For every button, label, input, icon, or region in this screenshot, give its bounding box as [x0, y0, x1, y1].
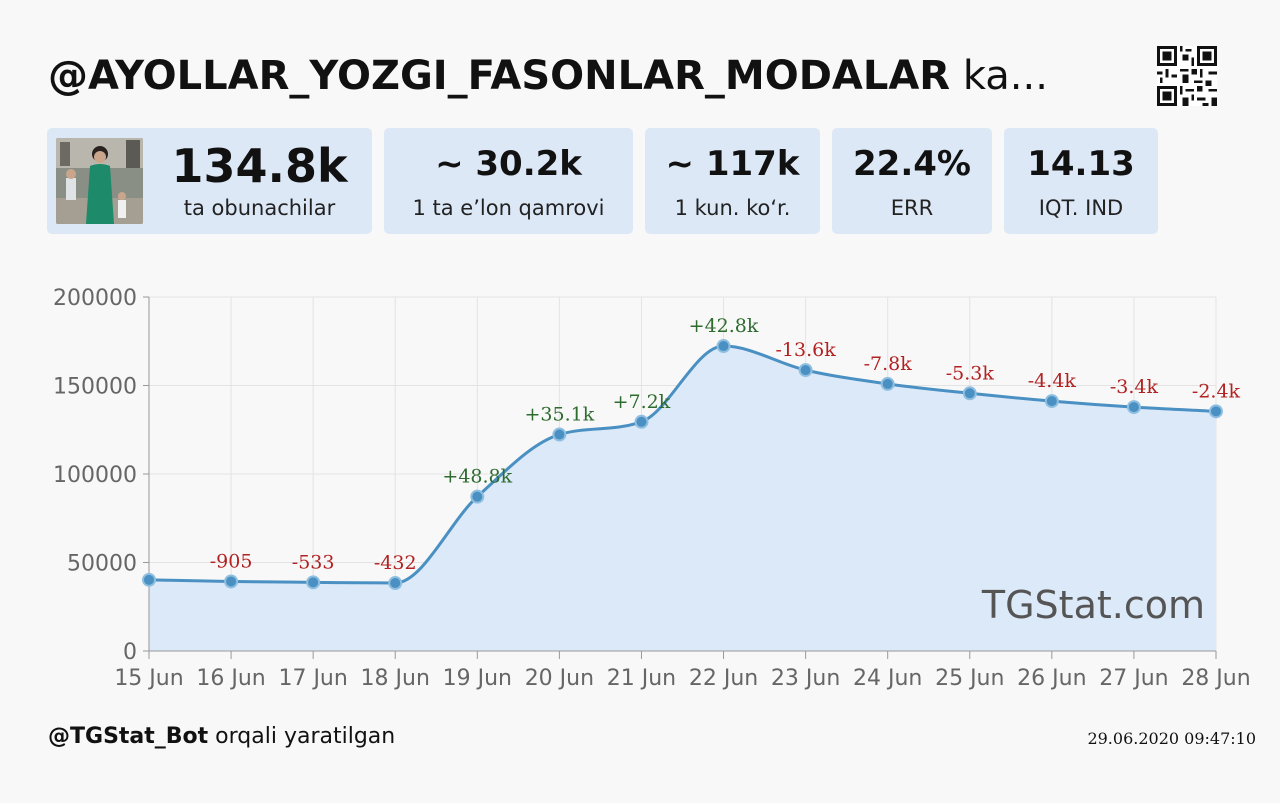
data-point	[634, 414, 649, 429]
data-point	[552, 427, 567, 442]
chart-points	[142, 339, 1223, 591]
footer-timestamp: 29.06.2020 09:47:10	[1087, 729, 1256, 748]
delta-label: -13.6k	[775, 339, 836, 361]
chart-labels: -905 -533 -432 +48.8k +35.1k +7.2k +42.8k -13.6…	[210, 315, 1241, 574]
data-point	[1044, 394, 1059, 409]
stat-label: ERR	[890, 196, 934, 220]
stat-card-subscribers: 134.8k ta obunachilar	[47, 128, 372, 234]
delta-label: +48.8k	[442, 466, 512, 488]
data-point	[470, 489, 485, 504]
delta-label: -533	[292, 551, 335, 573]
x-tick-label: 24 Jun	[853, 666, 922, 691]
stat-label: IQT. IND	[1038, 196, 1124, 220]
x-tick-label: 27 Jun	[1099, 666, 1168, 691]
delta-label: -3.4k	[1110, 376, 1159, 398]
channel-handle: @AYOLLAR_YOZGI_FASONLAR_MODALAR	[48, 53, 951, 99]
delta-label: +42.8k	[689, 315, 759, 337]
stat-card-citation-index: 14.13 IQT. IND	[1004, 128, 1158, 234]
stat-card-post-reach: ~ 30.2k 1 ta e’lon qamrovi	[384, 128, 633, 234]
bot-link[interactable]: @TGStat_Bot	[48, 724, 209, 749]
stat-value: 134.8k	[171, 139, 348, 193]
x-tick-label: 20 Jun	[525, 666, 594, 691]
delta-label: -432	[374, 552, 417, 574]
x-tick-label: 23 Jun	[771, 666, 840, 691]
data-point	[716, 339, 731, 354]
x-tick-label: 19 Jun	[443, 666, 512, 691]
y-tick-label: 0	[123, 640, 137, 665]
chart-series-line	[148, 344, 1217, 585]
stat-value: ~ 30.2k	[435, 144, 582, 184]
delta-label: +7.2k	[613, 391, 671, 413]
data-point	[306, 575, 321, 590]
qr-code-icon	[1157, 46, 1217, 106]
data-point	[224, 574, 239, 589]
stat-label: 1 kun. ko‘r.	[674, 196, 791, 220]
channel-avatar	[56, 138, 143, 224]
delta-label: -7.8k	[864, 353, 913, 375]
x-tick-label: 17 Jun	[278, 666, 347, 691]
x-tick-label: 26 Jun	[1017, 666, 1086, 691]
data-point	[880, 376, 895, 391]
stat-card-err: 22.4% ERR	[832, 128, 992, 234]
delta-label: +35.1k	[525, 404, 595, 426]
subscribers-chart: TGStat.com 0 50000 100000 150000 200000 15 Ju…	[53, 286, 1251, 691]
stat-value: 14.13	[1027, 144, 1135, 184]
title-suffix: ka...	[950, 53, 1048, 99]
delta-label: -4.4k	[1028, 370, 1077, 392]
data-point	[1126, 400, 1141, 415]
x-tick-label: 25 Jun	[935, 666, 1004, 691]
y-tick-label: 150000	[53, 375, 137, 400]
x-tick-label: 15 Jun	[114, 666, 183, 691]
delta-label: -905	[210, 550, 253, 572]
footer-credit: @TGStat_Bot orqali yaratilgan	[48, 724, 395, 749]
chart-watermark: TGStat.com	[981, 583, 1205, 627]
footer-text: orqali yaratilgan	[208, 724, 396, 749]
x-tick-label: 21 Jun	[607, 666, 676, 691]
data-point	[798, 363, 813, 378]
delta-label: -5.3k	[946, 362, 995, 384]
x-tick-label: 22 Jun	[689, 666, 758, 691]
stat-card-daily-views: ~ 117k 1 kun. ko‘r.	[645, 128, 820, 234]
data-point	[962, 386, 977, 401]
delta-label: -2.4k	[1192, 380, 1241, 402]
stat-value: 22.4%	[853, 144, 971, 184]
x-tick-label: 18 Jun	[361, 666, 430, 691]
stat-label: ta obunachilar	[183, 196, 336, 220]
x-tick-label: 28 Jun	[1181, 666, 1250, 691]
x-tick-label: 16 Jun	[196, 666, 265, 691]
stat-label: 1 ta e’lon qamrovi	[412, 196, 605, 220]
y-tick-label: 200000	[53, 286, 137, 311]
page-title: @AYOLLAR_YOZGI_FASONLAR_MODALAR ka...	[48, 50, 1128, 102]
y-tick-label: 50000	[67, 552, 137, 577]
chart-axes: 0 50000 100000 150000 200000 15 Jun 16 Jun 17 J…	[53, 286, 1251, 691]
stat-value: ~ 117k	[665, 144, 800, 184]
data-point	[1209, 404, 1223, 419]
data-point	[388, 576, 403, 591]
y-tick-label: 100000	[53, 463, 137, 488]
data-point	[142, 572, 156, 587]
